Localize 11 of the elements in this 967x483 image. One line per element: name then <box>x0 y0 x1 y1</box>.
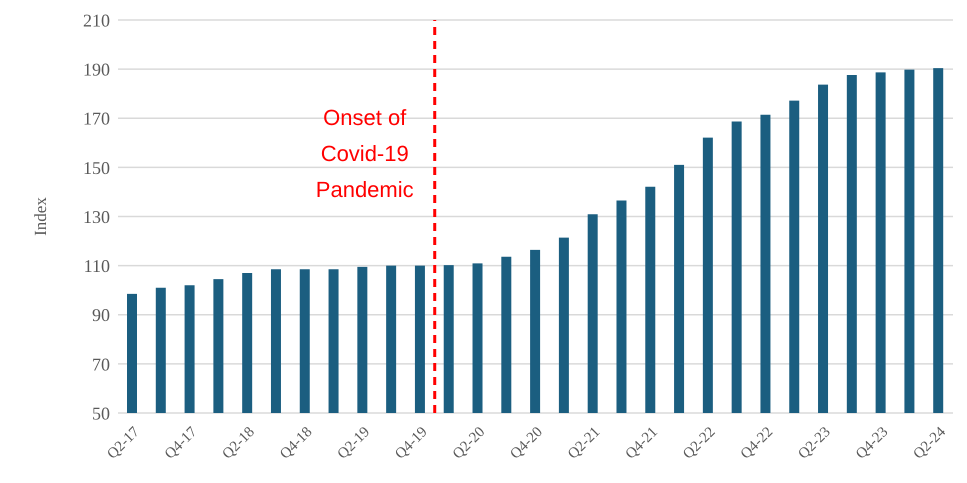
y-tick-label: 110 <box>84 256 110 276</box>
y-axis-title: Index <box>31 196 50 236</box>
y-tick-label: 90 <box>92 305 110 326</box>
y-tick-label: 210 <box>83 10 110 30</box>
y-tick-label: 150 <box>83 158 110 178</box>
y-tick-label: 70 <box>92 354 110 374</box>
ref-line-label: Onset of Covid-19 Pandemic <box>316 105 414 202</box>
y-tick-label: 50 <box>92 403 110 424</box>
y-tick-label: 130 <box>83 206 110 227</box>
y-tick-label: 190 <box>83 60 110 80</box>
y-tick-label: 170 <box>83 108 110 129</box>
